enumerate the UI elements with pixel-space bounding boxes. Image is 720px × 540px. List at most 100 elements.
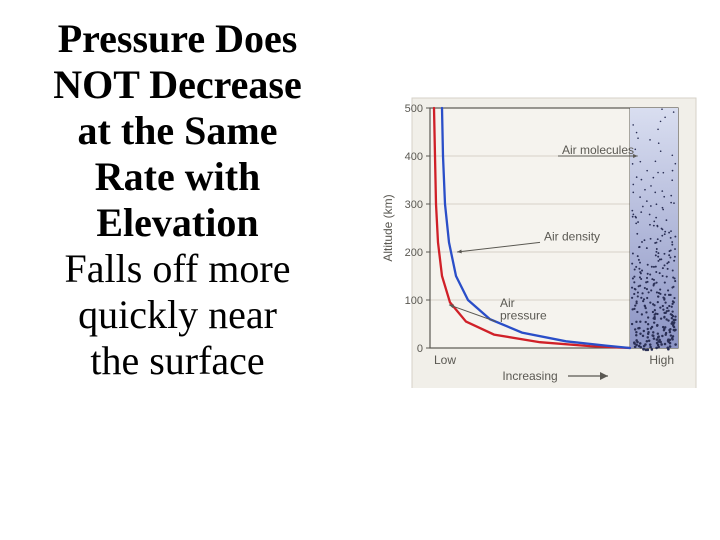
molecule-dot	[656, 203, 658, 205]
molecule-dot	[671, 154, 673, 156]
molecule-dot	[662, 305, 664, 307]
molecule-dot	[664, 231, 666, 233]
molecule-dot	[631, 323, 633, 325]
body-block: Falls off morequickly nearthe surface	[0, 246, 355, 384]
molecule-dot	[662, 209, 664, 211]
molecule-dot	[668, 305, 670, 307]
molecule-dot	[635, 300, 637, 302]
molecule-dot	[660, 343, 663, 346]
molecule-dot	[663, 329, 665, 331]
ytick-label: 200	[405, 247, 423, 259]
molecule-dot	[653, 220, 655, 222]
molecule-dot	[636, 233, 638, 235]
molecule-dot	[648, 291, 650, 293]
annot-text: Air molecules	[562, 143, 634, 157]
molecule-dot	[656, 291, 658, 293]
molecule-dot	[633, 341, 636, 344]
molecule-dot	[655, 251, 657, 253]
molecule-dot	[657, 301, 659, 303]
text-column: Pressure DoesNOT Decreaseat the SameRate…	[0, 0, 355, 384]
molecule-dot	[650, 185, 652, 187]
molecule-dot	[657, 332, 659, 334]
molecule-dot	[643, 330, 645, 332]
molecule-dot	[671, 317, 673, 319]
molecule-dot	[670, 334, 672, 336]
molecule-dot	[661, 190, 663, 192]
molecule-dot	[671, 179, 673, 181]
molecule-dot	[673, 319, 675, 321]
molecule-dot	[638, 268, 640, 270]
molecule-dot	[668, 329, 670, 331]
molecule-dot	[632, 216, 634, 218]
molecule-dot	[647, 273, 649, 275]
molecule-dot	[669, 342, 672, 345]
molecule-dot	[662, 275, 664, 277]
body-line-1: quickly near	[0, 292, 355, 338]
molecule-dot	[657, 172, 659, 174]
molecule-dot	[635, 321, 637, 323]
molecule-dot	[635, 266, 637, 268]
molecule-dot	[663, 297, 665, 299]
molecule-dot	[642, 300, 644, 302]
title-line-3: Rate with	[0, 154, 355, 200]
molecule-dot	[631, 210, 633, 212]
molecule-dot	[652, 335, 654, 337]
molecule-dot	[644, 189, 646, 191]
molecule-dot	[667, 310, 669, 312]
title-line-4: Elevation	[0, 200, 355, 246]
title-line-0: Pressure Does	[0, 16, 355, 62]
molecule-dot	[649, 274, 651, 276]
molecule-dot	[643, 345, 646, 348]
molecule-dot	[639, 196, 641, 198]
molecule-dot	[656, 248, 658, 250]
molecule-dot	[664, 343, 667, 346]
molecule-dot	[674, 236, 676, 238]
molecule-dot	[642, 348, 645, 351]
molecule-dot	[632, 277, 634, 279]
molecule-dot	[671, 244, 673, 246]
molecule-dot	[645, 321, 647, 323]
molecule-dot	[664, 233, 666, 235]
molecule-dot	[665, 334, 667, 336]
molecule-dot	[650, 238, 652, 240]
molecule-dot	[632, 184, 634, 186]
x-high-label: High	[649, 353, 674, 367]
molecule-dot	[656, 325, 658, 327]
molecule-dot	[634, 269, 636, 271]
molecule-dot	[653, 266, 655, 268]
molecule-dot	[646, 170, 648, 172]
molecule-dot	[672, 170, 674, 172]
molecule-dot	[654, 242, 656, 244]
molecule-dot	[674, 343, 677, 346]
molecule-dot	[640, 297, 642, 299]
molecule-dot	[674, 280, 676, 282]
molecule-dot	[659, 306, 661, 308]
molecule-dot	[664, 264, 666, 266]
molecule-dot	[663, 316, 665, 318]
molecule-dot	[646, 247, 648, 249]
molecule-dot	[644, 287, 646, 289]
molecule-dot	[653, 279, 655, 281]
molecule-dot	[634, 346, 637, 349]
molecule-dot	[672, 300, 674, 302]
molecule-dot	[659, 272, 661, 274]
molecule-dot	[637, 255, 639, 257]
molecule-dot	[657, 252, 659, 254]
ytick-label: 500	[405, 103, 423, 115]
molecule-dot	[636, 176, 638, 178]
molecule-dot	[639, 342, 642, 345]
ytick-label: 0	[417, 343, 423, 355]
molecule-dot	[638, 259, 640, 261]
molecule-dot	[652, 311, 654, 313]
molecule-dot	[647, 264, 649, 266]
molecule-dot	[657, 295, 659, 297]
molecule-dot	[661, 108, 663, 110]
molecule-dot	[659, 293, 661, 295]
annot-text: pressure	[500, 309, 547, 323]
molecule-dot	[667, 289, 669, 291]
molecule-dot	[638, 327, 640, 329]
molecule-dot	[666, 307, 668, 309]
molecule-dot	[646, 277, 648, 279]
body-line-0: Falls off more	[0, 246, 355, 292]
molecule-dot	[666, 347, 669, 350]
